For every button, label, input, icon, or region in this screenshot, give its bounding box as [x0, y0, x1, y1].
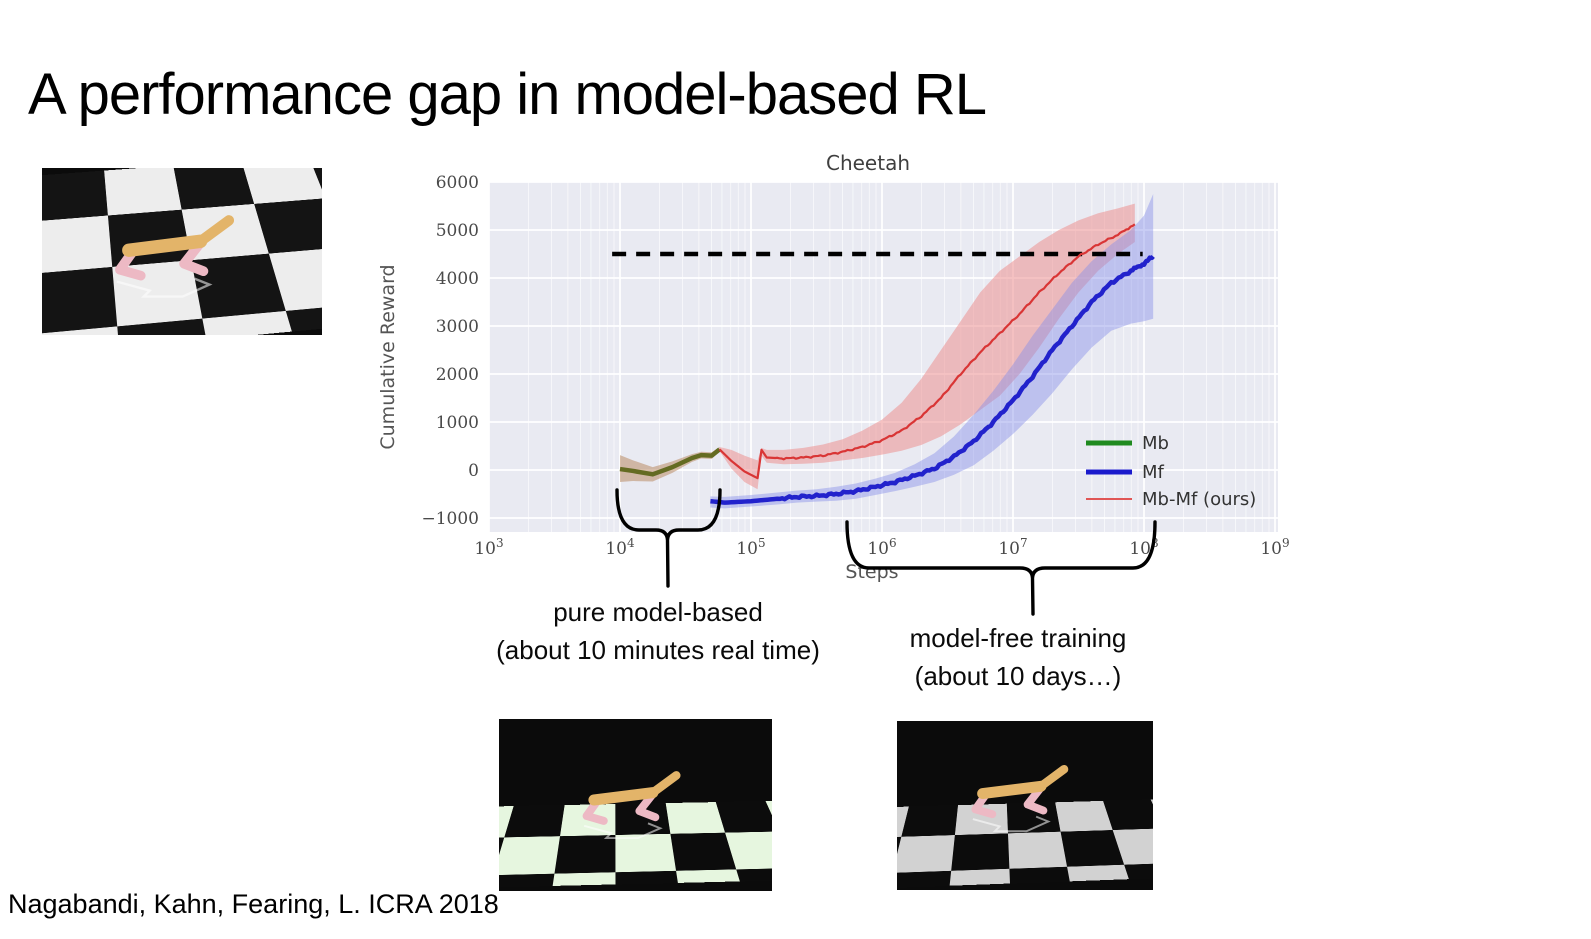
line-Mb — [619, 447, 721, 477]
halfcheetah-image-bottom-left — [499, 719, 772, 891]
chart-title: Cheetah — [826, 151, 910, 175]
svg-text:4000: 4000 — [436, 269, 479, 289]
slide-title: A performance gap in model-based RL — [28, 61, 987, 127]
halfcheetah-image-bottom-right — [897, 721, 1153, 890]
halfcheetah-figure — [951, 751, 1097, 836]
legend-label-Mf: Mf — [1142, 462, 1165, 483]
line-Mf — [709, 254, 1155, 505]
legend: Mb Mf Mb-Mf (ours) — [1086, 433, 1256, 510]
halfcheetah-image-top — [42, 168, 322, 335]
band-Mf — [710, 194, 1154, 509]
svg-text:105: 105 — [736, 536, 765, 559]
brace-annotations — [615, 488, 1157, 616]
svg-text:104: 104 — [605, 536, 635, 559]
citation: Nagabandi, Kahn, Fearing, L. ICRA 2018 — [8, 889, 499, 919]
brace-model-based — [615, 488, 722, 588]
chart-canvas: −1000 0 1000 2000 3000 4000 5000 6000 103 104 105 1… — [377, 151, 1290, 616]
svg-text:−1000: −1000 — [421, 509, 479, 529]
plot-area — [612, 194, 1155, 509]
y-axis-label: Cumulative Reward — [380, 264, 399, 449]
legend-label-Mb: Mb — [1142, 433, 1169, 454]
annotation-model-based-line2: (about 10 minutes real time) — [496, 635, 820, 665]
svg-text:2000: 2000 — [436, 365, 479, 385]
legend-label-Mb-Mf (ours): Mb-Mf (ours) — [1142, 489, 1256, 510]
svg-text:5000: 5000 — [436, 221, 479, 241]
svg-text:6000: 6000 — [436, 173, 479, 193]
svg-text:0: 0 — [468, 461, 479, 481]
svg-text:1000: 1000 — [436, 413, 479, 433]
annotation-model-based-line1: pure model-based — [553, 597, 763, 627]
svg-text:107: 107 — [998, 536, 1027, 559]
band-Mb-Mf (ours) — [719, 203, 1135, 490]
halfcheetah-figure — [90, 198, 269, 303]
line-Mb-Mf (ours) — [718, 223, 1136, 480]
annotation-model-based: pure model-based (about 10 minutes real … — [438, 593, 878, 669]
annotation-model-free-line2: (about 10 days…) — [914, 661, 1122, 691]
annotation-model-free-line1: model-free training — [909, 623, 1127, 653]
svg-text:106: 106 — [867, 536, 896, 559]
reward-chart: −1000 0 1000 2000 3000 4000 5000 6000 103 104 105 1… — [377, 140, 1300, 635]
svg-text:103: 103 — [474, 536, 503, 559]
halfcheetah-figure — [562, 757, 709, 843]
x-axis-label: Steps — [845, 561, 898, 583]
svg-text:3000: 3000 — [436, 317, 479, 337]
brace-model-free — [845, 520, 1157, 616]
svg-text:109: 109 — [1260, 536, 1289, 559]
annotation-model-free: model-free training (about 10 days…) — [798, 619, 1238, 695]
